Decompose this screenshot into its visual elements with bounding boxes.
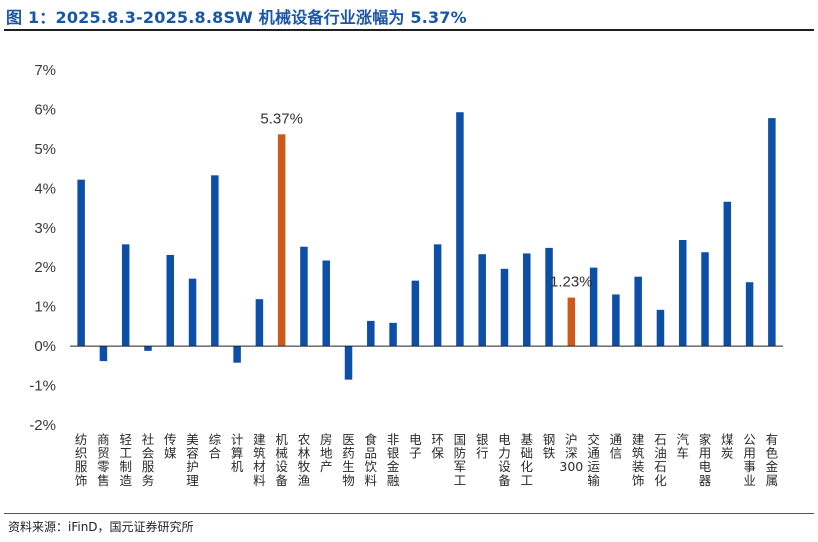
x-category-label: 建筑装饰 bbox=[632, 432, 645, 488]
bar-24 bbox=[612, 294, 620, 347]
y-tick-label: 7% bbox=[34, 62, 56, 79]
y-axis-ticks: -2% -1% 0% 1% 2% 3% 4% 5% 6% 7% bbox=[29, 62, 56, 434]
bar-1 bbox=[99, 346, 108, 362]
bar-28 bbox=[701, 252, 709, 347]
x-category-label: 有色金属 bbox=[766, 432, 779, 488]
data-label: 1.23% bbox=[550, 274, 593, 291]
bar-chart: -2% -1% 0% 1% 2% 3% 4% 5% 6% 7% 纺织服饰商贸零售轻工制造社会服务传… bbox=[29, 62, 783, 488]
source-note: 资料来源：iFinD，国元证券研究所 bbox=[8, 520, 194, 534]
data-label: 5.37% bbox=[260, 110, 303, 127]
bar-0 bbox=[77, 179, 85, 347]
bar-7 bbox=[233, 346, 241, 363]
bar-16 bbox=[433, 244, 442, 347]
bar-8 bbox=[255, 299, 264, 347]
y-tick-label: -1% bbox=[29, 378, 56, 395]
bar-21 bbox=[545, 247, 553, 347]
x-category-label: 传媒 bbox=[164, 432, 177, 461]
x-category-label: 综合 bbox=[209, 432, 222, 461]
x-category-label: 非银金融 bbox=[387, 432, 400, 488]
x-category-label: 美容护理 bbox=[186, 432, 199, 488]
x-category-label: 计算机 bbox=[231, 432, 244, 474]
y-tick-label: 6% bbox=[34, 101, 56, 118]
bar-6 bbox=[211, 175, 219, 347]
x-axis-category-labels: 纺织服饰商贸零售轻工制造社会服务传媒美容护理综合计算机建筑材料机械设备农林牧渔房… bbox=[75, 432, 779, 488]
y-tick-label: 1% bbox=[34, 299, 56, 316]
footer-divider bbox=[4, 513, 814, 514]
bar-11 bbox=[322, 260, 330, 347]
x-category-label: 银行 bbox=[476, 432, 489, 461]
x-category-label: 汽车 bbox=[676, 432, 689, 461]
x-category-label: 基础化工 bbox=[521, 432, 534, 488]
x-category-label: 通信 bbox=[610, 432, 623, 461]
x-category-label: 煤炭 bbox=[721, 432, 734, 461]
bar-27 bbox=[678, 240, 687, 347]
bar-15 bbox=[411, 280, 420, 347]
x-category-label: 沪深 300 bbox=[559, 432, 583, 474]
chart-title: 图 1：2025.8.3-2025.8.8SW 机械设备行业涨幅为 5.37% bbox=[6, 8, 467, 27]
y-tick-label: 2% bbox=[34, 259, 56, 276]
bar-series bbox=[77, 112, 776, 380]
bar-10 bbox=[300, 246, 308, 347]
bar-2 bbox=[121, 244, 130, 347]
x-category-label: 纺织服饰 bbox=[75, 432, 88, 488]
bar-12 bbox=[344, 346, 353, 380]
x-category-label: 交通运输 bbox=[587, 432, 600, 488]
x-category-label: 医药生物 bbox=[342, 432, 355, 488]
x-category-label: 公用事业 bbox=[743, 432, 756, 488]
x-category-label: 家用电器 bbox=[699, 432, 712, 488]
x-category-label: 房地产 bbox=[320, 432, 333, 474]
x-category-label: 食品饮料 bbox=[365, 432, 378, 488]
y-tick-label: 5% bbox=[34, 141, 56, 158]
bar-14 bbox=[389, 322, 397, 347]
bar-17 bbox=[456, 112, 464, 347]
x-category-label: 电力设备 bbox=[498, 432, 511, 488]
y-tick-label: -2% bbox=[29, 417, 56, 434]
y-tick-label: 3% bbox=[34, 220, 56, 237]
bar-18 bbox=[478, 254, 486, 347]
bar-23 bbox=[589, 267, 598, 347]
bar-5 bbox=[188, 278, 197, 347]
x-category-label: 商贸零售 bbox=[97, 432, 110, 488]
bar-9 bbox=[277, 134, 286, 347]
x-category-label: 建筑材料 bbox=[253, 432, 266, 488]
bar-25 bbox=[634, 276, 642, 347]
x-category-label: 石油石化 bbox=[654, 432, 667, 488]
bar-19 bbox=[500, 268, 509, 347]
bar-3 bbox=[144, 346, 152, 351]
data-labels: 5.37% 1.23% bbox=[260, 110, 592, 290]
x-category-label: 轻工制造 bbox=[119, 432, 132, 488]
x-category-label: 环保 bbox=[431, 432, 444, 461]
bar-26 bbox=[656, 309, 665, 347]
bar-31 bbox=[768, 118, 776, 347]
x-category-label: 钢铁 bbox=[543, 432, 556, 461]
bar-30 bbox=[745, 282, 754, 347]
x-category-label: 社会服务 bbox=[142, 432, 155, 488]
x-category-label: 机械设备 bbox=[275, 432, 288, 488]
bar-4 bbox=[166, 254, 175, 347]
title-divider bbox=[4, 29, 814, 31]
bar-20 bbox=[523, 253, 531, 347]
y-tick-label: 4% bbox=[34, 180, 56, 197]
x-category-label: 农林牧渔 bbox=[298, 432, 311, 488]
x-category-label: 国防军工 bbox=[454, 432, 467, 488]
x-category-label: 电子 bbox=[409, 432, 422, 461]
bar-13 bbox=[367, 320, 375, 347]
bar-22 bbox=[567, 297, 576, 347]
bar-29 bbox=[723, 201, 732, 347]
y-tick-label: 0% bbox=[34, 338, 56, 355]
